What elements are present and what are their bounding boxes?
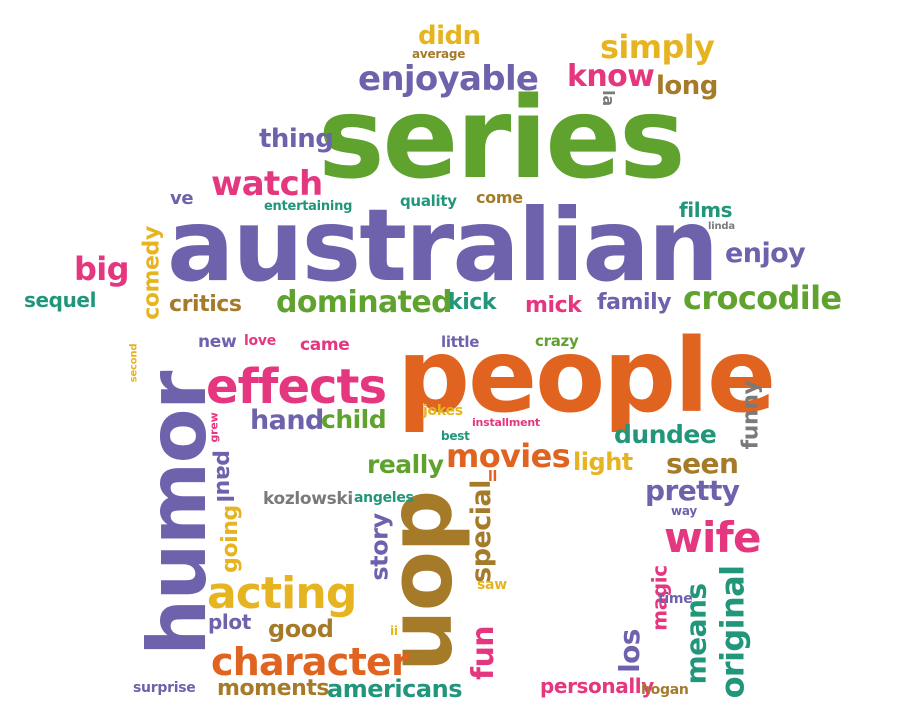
word-critics: critics (169, 292, 242, 317)
word-los: los (612, 629, 646, 673)
word-personally: personally (540, 674, 654, 698)
word-films: films (679, 198, 733, 222)
word-paul: paul (211, 449, 237, 503)
word-ii: ii (390, 624, 398, 638)
word-dundee: dundee (614, 420, 717, 449)
word-crocodile: crocodile (683, 279, 842, 317)
word-movies: movies (446, 437, 571, 475)
word-little: little (441, 333, 480, 351)
word-saw: saw (477, 577, 507, 593)
word-funny: funny (738, 380, 764, 450)
word-best: best (441, 429, 470, 443)
word-ll: ll (488, 469, 498, 485)
word-la: la (598, 90, 618, 106)
word-know: know (567, 59, 655, 94)
word-ve: ve (170, 188, 194, 209)
word-kick: kick (448, 290, 497, 315)
word-really: really (367, 450, 444, 479)
word-seen: seen (666, 447, 739, 480)
word-family: family (597, 290, 672, 315)
word-means: means (679, 583, 713, 685)
word-character: character (211, 640, 410, 684)
word-way: way (671, 504, 697, 518)
word-good: good (268, 615, 334, 643)
word-hand: hand (250, 405, 324, 436)
word-hogan: hogan (641, 682, 689, 698)
word-dominated: dominated (276, 285, 453, 320)
word-kozlowski: kozlowski (263, 489, 353, 509)
word-story: story (365, 513, 394, 581)
word-surprise: surprise (133, 680, 196, 696)
word-wife: wife (664, 513, 761, 562)
word-installment: installment (472, 416, 540, 429)
word-comedy: comedy (139, 226, 165, 320)
word-love: love (244, 333, 276, 349)
word-quality: quality (400, 192, 457, 210)
word-light: light (573, 448, 633, 476)
word-long: long (656, 71, 718, 101)
word-simply: simply (600, 28, 715, 66)
word-sequel: sequel (24, 288, 97, 312)
word-series: series (318, 74, 686, 204)
word-acting: acting (207, 568, 357, 619)
word-going: going (217, 505, 243, 573)
word-americans: americans (327, 675, 463, 703)
word-moments: moments (217, 676, 330, 701)
word-jokes: jokes (423, 403, 463, 419)
word-come: come (476, 188, 523, 207)
word-fun: fun (465, 626, 501, 680)
word-pretty: pretty (645, 474, 740, 507)
word-entertaining: entertaining (264, 199, 353, 214)
word-effects: effects (206, 359, 387, 415)
word-thing: thing (259, 124, 334, 154)
word-came: came (300, 335, 350, 355)
word-people: people (397, 317, 776, 436)
word-new: new (198, 332, 237, 352)
word-watch: watch (211, 164, 323, 204)
word-special: special (465, 480, 497, 583)
word-australian: australian (167, 187, 719, 304)
word-time: time (658, 591, 693, 607)
word-grew: grew (207, 412, 221, 443)
word-original: original (713, 565, 752, 699)
word-didn: didn (418, 21, 481, 51)
word-mick: mick (525, 293, 582, 318)
word-linda: linda (708, 221, 735, 232)
word-crazy: crazy (535, 332, 579, 350)
word-big: big (74, 250, 130, 288)
word-child: child (321, 405, 387, 434)
word-enjoyable: enjoyable (358, 59, 539, 99)
word-angeles: angeles (354, 490, 414, 506)
word-enjoy: enjoy (725, 238, 806, 269)
word-second: second (128, 343, 140, 383)
word-plot: plot (208, 610, 251, 634)
word-average: average (412, 47, 466, 61)
